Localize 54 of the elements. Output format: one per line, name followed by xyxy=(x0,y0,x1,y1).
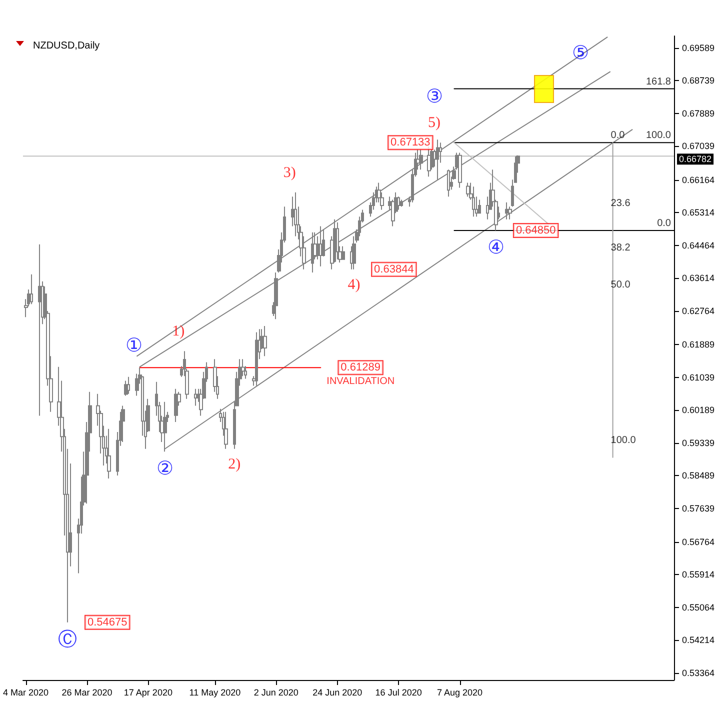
annotation: ④ xyxy=(487,238,504,259)
chart-title: NZDUSD,Daily xyxy=(33,40,100,52)
x-tick-label: 4 Mar 2020 xyxy=(3,688,49,698)
y-tick-label: 0.58489 xyxy=(682,470,715,481)
y-tick-label: 0.57639 xyxy=(682,503,715,514)
x-tick-label: 24 Jun 2020 xyxy=(312,688,362,698)
y-tick-label: 0.61889 xyxy=(682,340,715,350)
x-tick-label: 17 Apr 2020 xyxy=(124,688,172,698)
y-tick-label: 0.67039 xyxy=(682,141,715,152)
y-tick-label: 0.55064 xyxy=(682,602,715,612)
annotation: 100.0 xyxy=(646,130,672,142)
annotation: 0.67133 xyxy=(390,136,430,149)
y-tick-label: 0.62764 xyxy=(682,306,715,316)
annotation: 2) xyxy=(228,456,241,472)
y-tick-label: 0.69589 xyxy=(682,42,715,53)
annotation: 4) xyxy=(348,276,360,293)
y-tick-label: 0.66164 xyxy=(682,174,715,185)
y-tick-label: 0.59339 xyxy=(682,438,715,448)
x-tick-label: 11 May 2020 xyxy=(189,688,241,698)
y-tick-label: 0.53364 xyxy=(682,668,715,678)
y-tick-label: 0.67889 xyxy=(682,108,715,118)
annotation: INVALIDATION xyxy=(326,376,395,388)
y-tick-label: 0.63614 xyxy=(682,273,715,284)
y-tick-label: 0.68739 xyxy=(682,76,715,86)
y-tick-label: 0.55914 xyxy=(682,570,715,580)
x-tick-label: 26 Mar 2020 xyxy=(62,688,112,698)
annotation: 3) xyxy=(283,164,296,181)
y-tick-label: 0.64464 xyxy=(682,240,715,250)
y-tick-label: 0.65314 xyxy=(682,208,715,218)
annotation: 0.54675 xyxy=(87,616,128,628)
ref-line-label: 0.66782 xyxy=(679,154,712,164)
y-tick-label: 0.54214 xyxy=(682,635,715,646)
x-tick-label: 2 Jun 2020 xyxy=(254,688,298,698)
annotation: 0.0 xyxy=(657,218,672,230)
x-tick-label: 16 Jul 2020 xyxy=(375,688,422,698)
annotation: ① xyxy=(125,336,142,357)
annotation: 38.2 xyxy=(610,242,631,254)
annotation: 1) xyxy=(172,324,185,340)
annotation: Ⓒ xyxy=(58,629,77,650)
annotation: 0.63844 xyxy=(374,263,414,276)
y-tick-label: 0.61039 xyxy=(682,372,715,382)
y-tick-label: 0.60189 xyxy=(682,405,715,416)
annotation: 0.0 xyxy=(610,130,626,142)
annotation: 161.8 xyxy=(646,76,672,88)
annotation: 100.0 xyxy=(610,435,636,446)
annotation: 23.6 xyxy=(610,198,631,209)
annotation: 50.0 xyxy=(610,280,631,291)
annotation: 0.64850 xyxy=(516,224,556,237)
y-tick-label: 0.56764 xyxy=(682,536,715,547)
x-tick-label: 7 Aug 2020 xyxy=(437,688,483,698)
annotation: ② xyxy=(156,458,174,480)
annotation: 5) xyxy=(428,115,441,132)
annotation: 0.61289 xyxy=(340,362,380,374)
annotation: ③ xyxy=(426,86,443,108)
